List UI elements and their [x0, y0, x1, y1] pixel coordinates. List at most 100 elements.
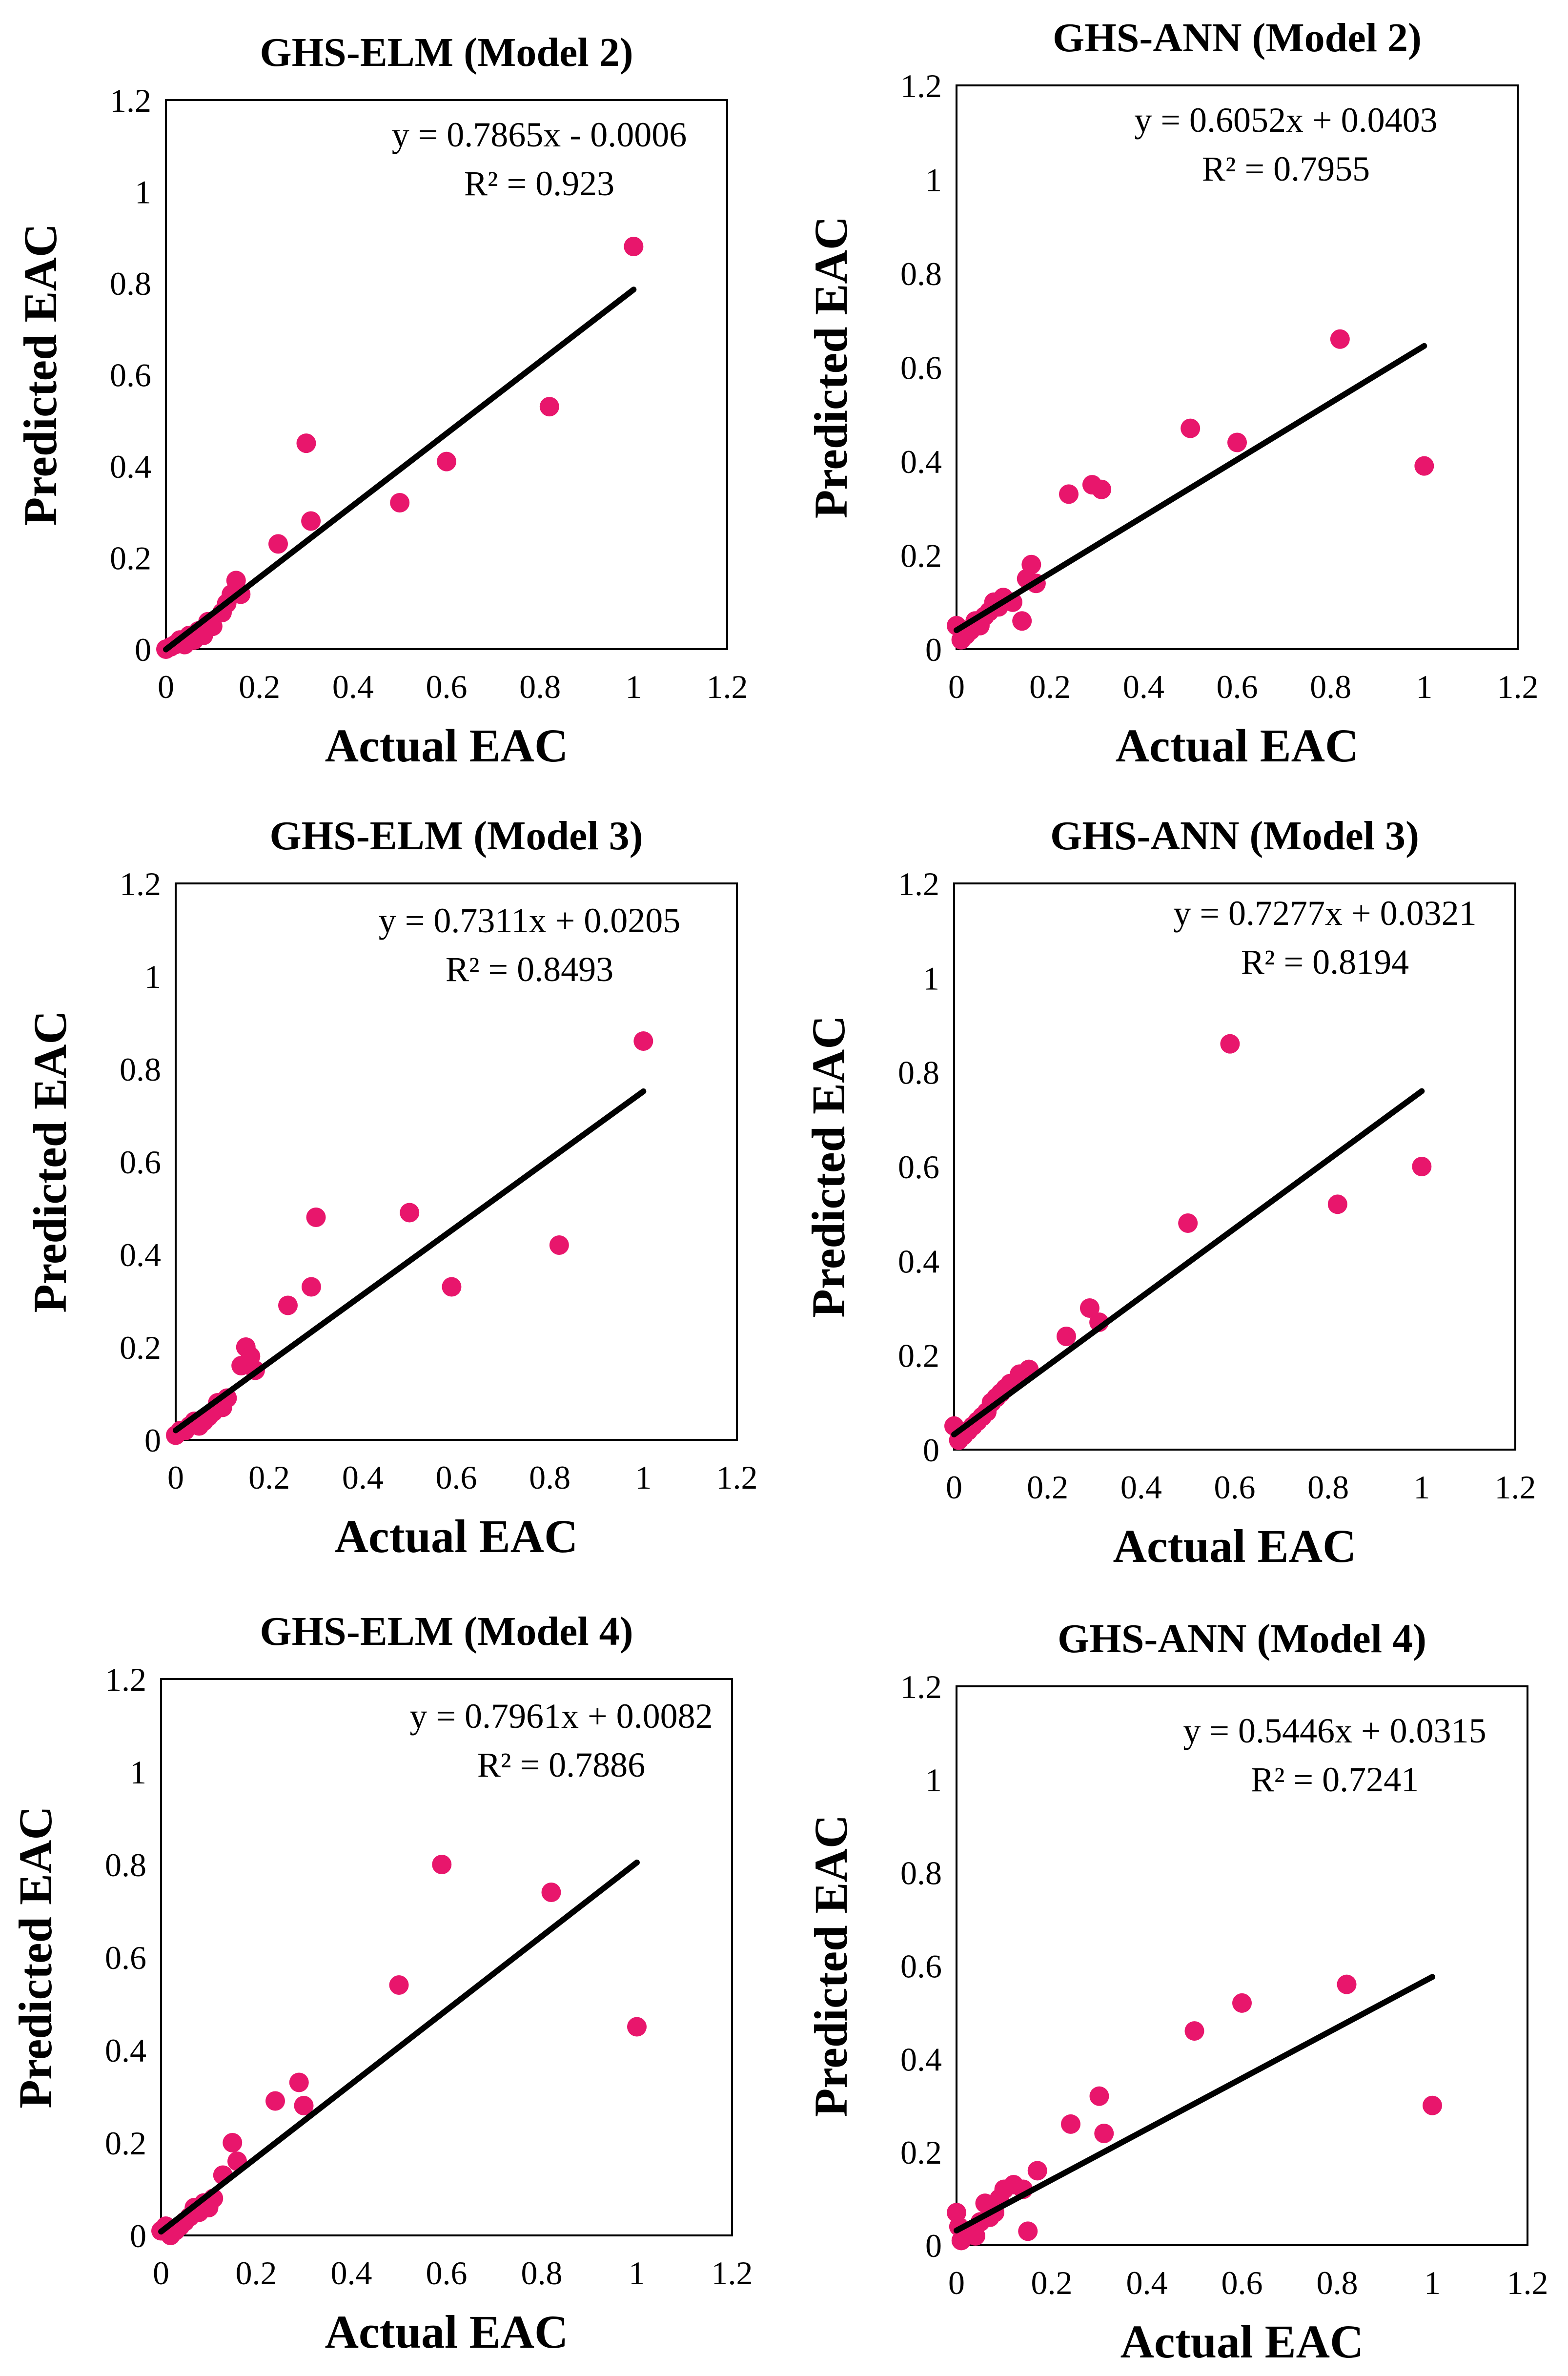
x-tick-label: 0 — [946, 1469, 962, 1506]
plot-area-border — [160, 1678, 733, 2236]
x-tick-label: 0 — [153, 2254, 169, 2292]
chart-title: GHS-ANN (Model 4) — [1058, 1616, 1426, 1661]
x-tick-label: 0.4 — [342, 1459, 384, 1496]
trendline — [163, 287, 637, 653]
y-tick-label: 0 — [925, 631, 942, 668]
x-tick-label: 0 — [158, 668, 174, 705]
y-tick-label: 0.2 — [110, 540, 151, 577]
trendline — [954, 343, 1427, 634]
scatter-point — [549, 1235, 569, 1255]
x-tick-label: 1 — [635, 1459, 652, 1496]
y-tick-label: 0 — [923, 1432, 939, 1469]
plot-area-border — [175, 882, 738, 1441]
x-tick-label: 0.2 — [1029, 668, 1071, 705]
trendline-equation: y = 0.7277x + 0.0321 — [1173, 894, 1476, 933]
scatter-point — [306, 1208, 326, 1227]
scatter-point — [1178, 1213, 1198, 1233]
y-tick-label: 0.4 — [898, 1243, 939, 1280]
x-tick-label: 0.4 — [1126, 2264, 1168, 2301]
scatter-point — [278, 1295, 298, 1315]
chart-title: GHS-ANN (Model 2) — [1053, 15, 1422, 61]
chart-title: GHS-ANN (Model 3) — [1050, 813, 1419, 859]
y-tick-label: 1.2 — [898, 865, 939, 902]
x-axis-label: Actual EAC — [1116, 719, 1359, 772]
trendline — [173, 1088, 647, 1434]
scatter-point — [539, 397, 559, 417]
scatter-point — [624, 237, 644, 256]
y-axis-label: Predicted EAC — [805, 1815, 857, 2117]
x-tick-label: 0.4 — [1123, 668, 1164, 705]
scatter-point — [294, 2096, 314, 2115]
scatter-point — [1089, 2086, 1109, 2106]
trendline — [954, 1974, 1435, 2233]
x-axis-label: Actual EAC — [1120, 2315, 1364, 2368]
y-tick-label: 0.2 — [105, 2125, 146, 2162]
scatter-point — [203, 616, 223, 636]
y-tick-label: 1.2 — [120, 865, 161, 902]
r-squared-label: R² = 0.8493 — [446, 950, 613, 989]
y-tick-label: 0.8 — [105, 1846, 146, 1884]
plot-area-border — [165, 99, 728, 650]
x-tick-label: 0.4 — [331, 2254, 372, 2292]
x-tick-label: 0.6 — [426, 668, 468, 705]
x-tick-label: 1.2 — [707, 668, 748, 705]
trendline-equation: y = 0.7865x - 0.0006 — [392, 115, 687, 154]
y-tick-label: 0.2 — [120, 1329, 161, 1366]
scatter-point — [1227, 432, 1247, 452]
y-tick-label: 0.6 — [900, 349, 942, 387]
scatter-point — [1337, 1974, 1357, 1994]
scatter-point — [1079, 1298, 1100, 1318]
x-tick-label: 0 — [948, 2264, 965, 2301]
chart-title: GHS-ELM (Model 3) — [269, 813, 643, 859]
y-tick-label: 0.4 — [120, 1236, 161, 1273]
x-tick-label: 0.2 — [239, 668, 280, 705]
scatter-point — [1057, 1327, 1076, 1346]
plot-area-border — [956, 84, 1519, 650]
scatter-point — [389, 1975, 409, 1995]
y-tick-label: 1.2 — [110, 82, 151, 119]
r-squared-label: R² = 0.8194 — [1241, 942, 1409, 982]
x-axis-label: Actual EAC — [1113, 1520, 1357, 1572]
y-tick-label: 1 — [923, 960, 939, 997]
trendline — [158, 1859, 640, 2235]
chart-panel-6: GHS-ANN (Model 4) 0 0.2 0.4 0.6 0.8 1 1.2 0 0.2 0.… — [805, 1616, 1548, 2368]
y-tick-label: 0.4 — [900, 2041, 942, 2078]
plot-area-border — [956, 1685, 1528, 2246]
scatter-point — [1059, 484, 1079, 504]
chart-panel-4: GHS-ANN (Model 3) 0 0.2 0.4 0.6 0.8 1 1.2 0 0.2 0.… — [802, 813, 1536, 1572]
x-tick-label: 0.6 — [1222, 2264, 1263, 2301]
y-tick-label: 0.6 — [120, 1144, 161, 1181]
y-tick-label: 0.8 — [120, 1051, 161, 1088]
y-axis-label: Predicted EAC — [14, 224, 66, 526]
r-squared-label: R² = 0.7241 — [1251, 1760, 1419, 1799]
scatter-point — [301, 1277, 321, 1297]
scatter-point — [223, 2133, 243, 2152]
x-tick-label: 0.2 — [236, 2254, 277, 2292]
x-tick-label: 0.8 — [1317, 2264, 1358, 2301]
scatter-point — [400, 1203, 420, 1223]
x-tick-label: 0.8 — [1307, 1469, 1349, 1506]
x-tick-label: 1.2 — [712, 2254, 753, 2292]
x-tick-label: 1 — [1416, 668, 1432, 705]
y-tick-label: 0.2 — [898, 1337, 939, 1374]
x-tick-label: 0.6 — [1217, 668, 1258, 705]
x-tick-label: 0.8 — [521, 2254, 563, 2292]
scatter-point — [390, 493, 410, 512]
scatter-point — [289, 2072, 309, 2092]
x-axis-label: Actual EAC — [335, 1510, 578, 1562]
chart-panel-2: GHS-ANN (Model 2) 0 0.2 0.4 0.6 0.8 1 1.2 0 0.2 0.… — [805, 15, 1539, 772]
y-tick-label: 0.6 — [898, 1148, 939, 1186]
x-tick-label: 0 — [167, 1459, 184, 1496]
scatter-point — [1094, 2124, 1114, 2143]
x-tick-label: 0.4 — [1120, 1469, 1162, 1506]
scatter-point — [265, 2091, 285, 2111]
x-tick-label: 1 — [629, 2254, 645, 2292]
r-squared-label: R² = 0.7886 — [477, 1745, 645, 1784]
chart-panel-1: GHS-ELM (Model 2) 0 0.2 0.4 0.6 0.8 1 1.2 0 0.2 0.… — [14, 30, 748, 772]
y-tick-label: 0.8 — [900, 255, 942, 292]
x-tick-label: 0.8 — [529, 1459, 570, 1496]
x-tick-label: 0.2 — [1031, 2264, 1073, 2301]
scatter-point — [1414, 456, 1434, 476]
x-tick-label: 1.2 — [1497, 668, 1539, 705]
